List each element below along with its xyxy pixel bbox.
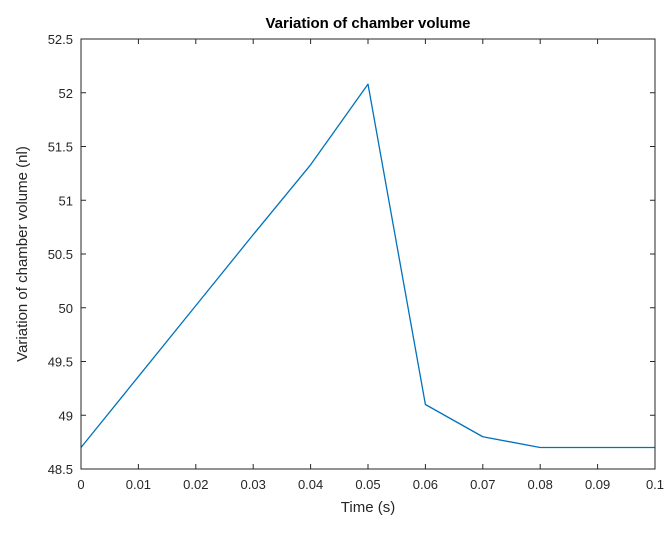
series-line <box>80 83 655 449</box>
y-tick-label: 51 <box>59 193 73 208</box>
x-tick-label: 0.09 <box>585 477 610 492</box>
x-tick-label: 0.04 <box>298 477 323 492</box>
series-layer <box>80 83 655 449</box>
plot-area <box>81 39 655 469</box>
x-tick-label: 0.02 <box>183 477 208 492</box>
y-tick-label: 49.5 <box>48 355 73 370</box>
y-tick-label: 52 <box>59 86 73 101</box>
y-axis-label: Variation of chamber volume (nl) <box>14 146 31 362</box>
x-tick-label: 0.07 <box>470 477 495 492</box>
axes-box <box>80 38 656 470</box>
y-tick-label: 52.5 <box>48 32 73 47</box>
x-tick-label: 0.03 <box>241 477 266 492</box>
x-tick-label: 0.08 <box>528 477 553 492</box>
y-tick-label: 49 <box>59 408 73 423</box>
y-tick-label: 50 <box>59 301 73 316</box>
y-tick-label: 50.5 <box>48 247 73 262</box>
y-tick-label: 48.5 <box>48 462 73 477</box>
y-axis-ticks: 48.5 49 49.5 50 50.5 51 51.5 52 52.5 <box>48 32 655 477</box>
x-tick-label: 0.1 <box>646 477 664 492</box>
x-axis-label: Time (s) <box>341 499 395 516</box>
x-tick-label: 0.06 <box>413 477 438 492</box>
x-tick-label: 0.01 <box>126 477 151 492</box>
x-axis-ticks: 0 0.01 0.02 0.03 0.04 0.05 0.06 0.07 0.08 0.09 0.1 <box>77 39 664 492</box>
chart-title: Variation of chamber volume <box>265 15 470 32</box>
x-tick-label: 0.05 <box>355 477 380 492</box>
x-tick-label: 0 <box>77 477 84 492</box>
y-tick-label: 51.5 <box>48 140 73 155</box>
